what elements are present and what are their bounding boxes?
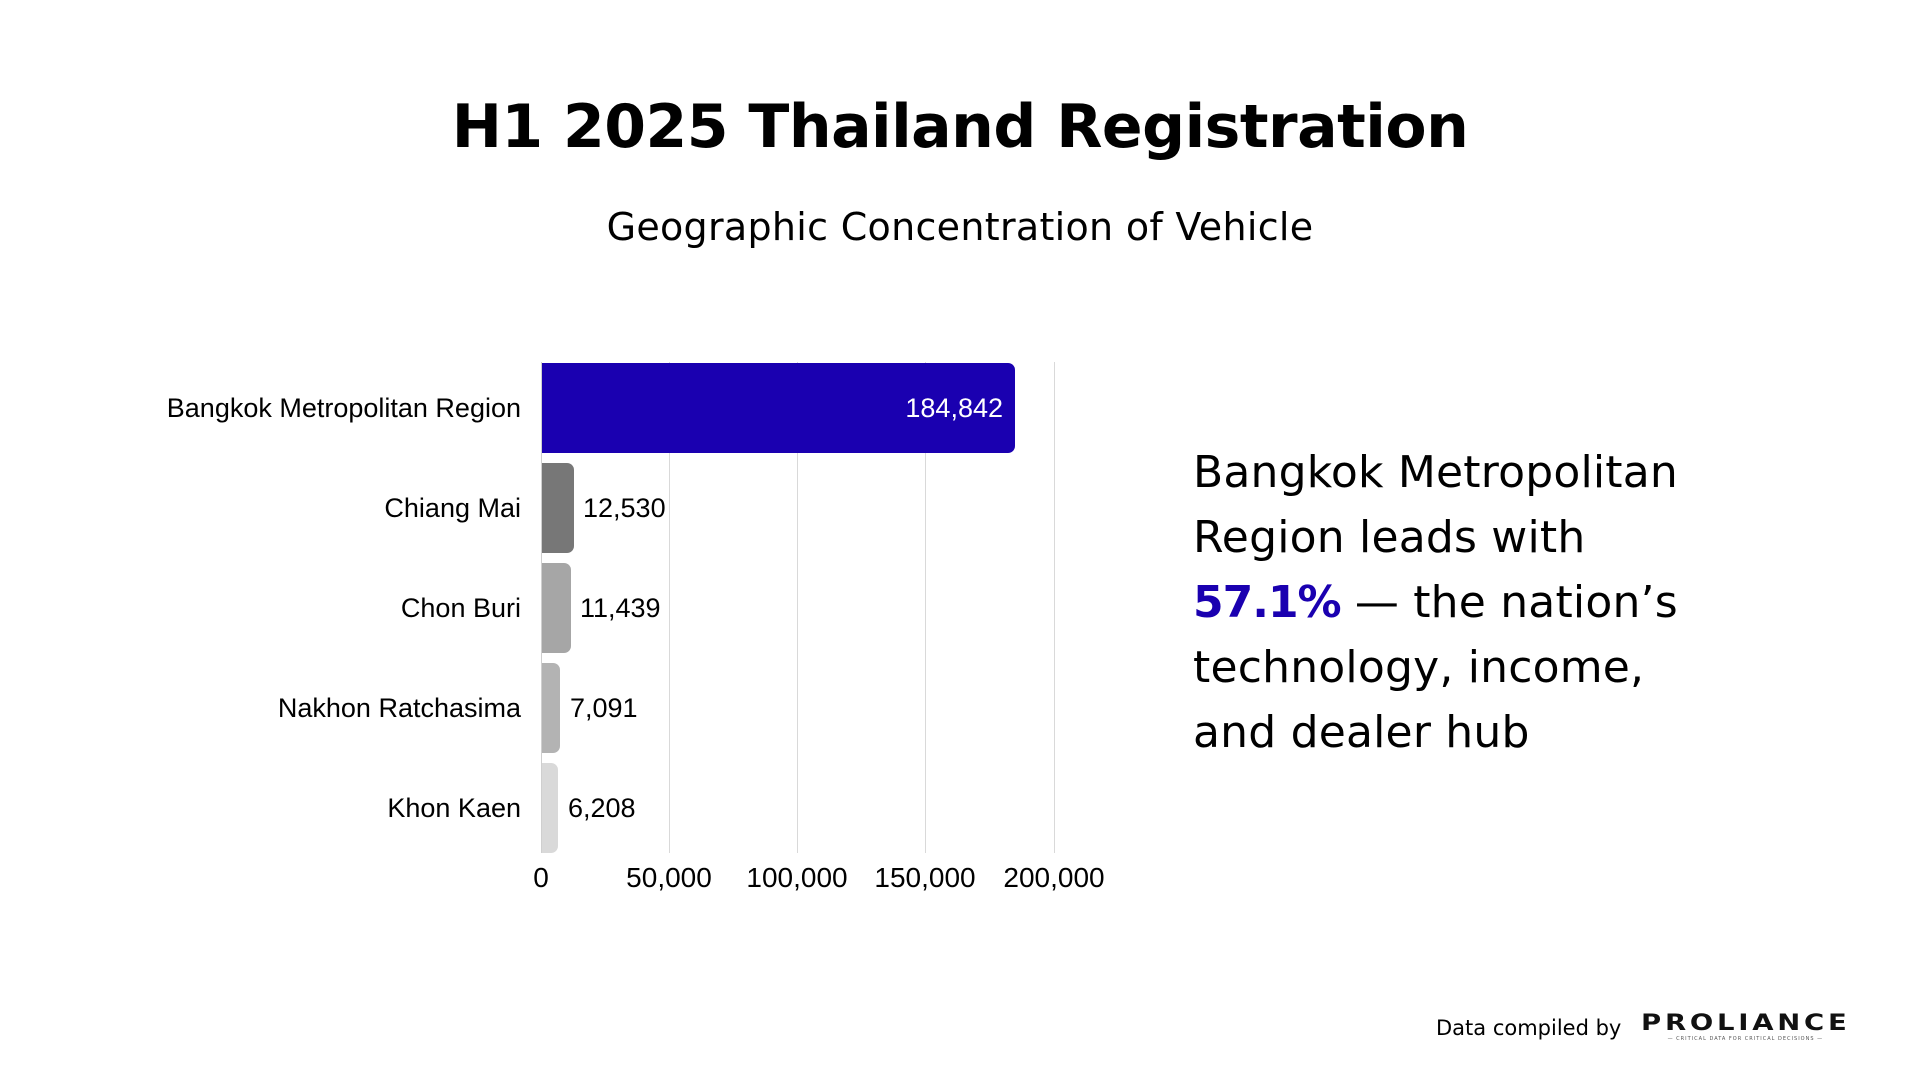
value-label: 184,842 — [905, 393, 1003, 423]
proliance-logo: PROLIANCE — CRITICAL DATA FOR CRITICAL D… — [1631, 1013, 1859, 1043]
logo-tagline: — CRITICAL DATA FOR CRITICAL DECISIONS — — [1667, 1036, 1824, 1042]
callout-line: Region leads with — [1193, 512, 1586, 563]
gridline-50000 — [669, 362, 670, 853]
y-axis-line — [541, 362, 542, 853]
callout-line: 57.1% — the nation’s — [1193, 570, 1793, 635]
x-tick-label: 200,000 — [1003, 862, 1105, 893]
x-tick-label: 100,000 — [746, 862, 848, 893]
value-label: 7,091 — [570, 693, 638, 723]
value-label: 11,439 — [580, 593, 661, 623]
bar-bangkok — [542, 363, 1015, 453]
callout-line: Bangkok Metropolitan — [1193, 447, 1678, 498]
x-tick-label: 150,000 — [874, 862, 976, 893]
chart-subtitle: Geographic Concentration of Vehicle — [606, 205, 1314, 249]
bar-chon-buri — [542, 563, 571, 653]
logo-wordmark: PROLIANCE — [1640, 1011, 1851, 1036]
category-label: Chon Buri — [400, 593, 521, 623]
credit-text: Data compiled by — [1436, 1016, 1622, 1040]
category-label: Chiang Mai — [384, 493, 521, 523]
chart-title: H1 2025 Thailand Registration — [451, 92, 1469, 162]
category-label: Bangkok Metropolitan Region — [166, 393, 521, 423]
footer-credit: Data compiled by PROLIANCE — CRITICAL DA… — [1436, 1010, 1859, 1046]
gridline-100000 — [797, 362, 798, 853]
value-label: 6,208 — [568, 793, 636, 823]
gridline-200000 — [1054, 362, 1055, 853]
callout-text: — the nation’s — [1340, 577, 1678, 628]
highlight-percentage: 57.1% — [1193, 577, 1342, 628]
bar-chiang-mai — [542, 463, 574, 553]
gridline-150000 — [925, 362, 926, 853]
callout-line: technology, income, — [1193, 642, 1645, 693]
callout-line: and dealer hub — [1193, 707, 1530, 758]
value-label: 12,530 — [583, 493, 666, 523]
x-tick-label: 50,000 — [626, 862, 712, 893]
insight-callout: Bangkok Metropolitan Region leads with 5… — [1193, 440, 1793, 765]
bar-nakhon-ratchasima — [542, 663, 560, 753]
category-label: Khon Kaen — [387, 793, 521, 823]
category-label: Nakhon Ratchasima — [277, 693, 521, 723]
bar-khon-kaen — [542, 763, 558, 853]
x-tick-label: 0 — [533, 862, 549, 893]
